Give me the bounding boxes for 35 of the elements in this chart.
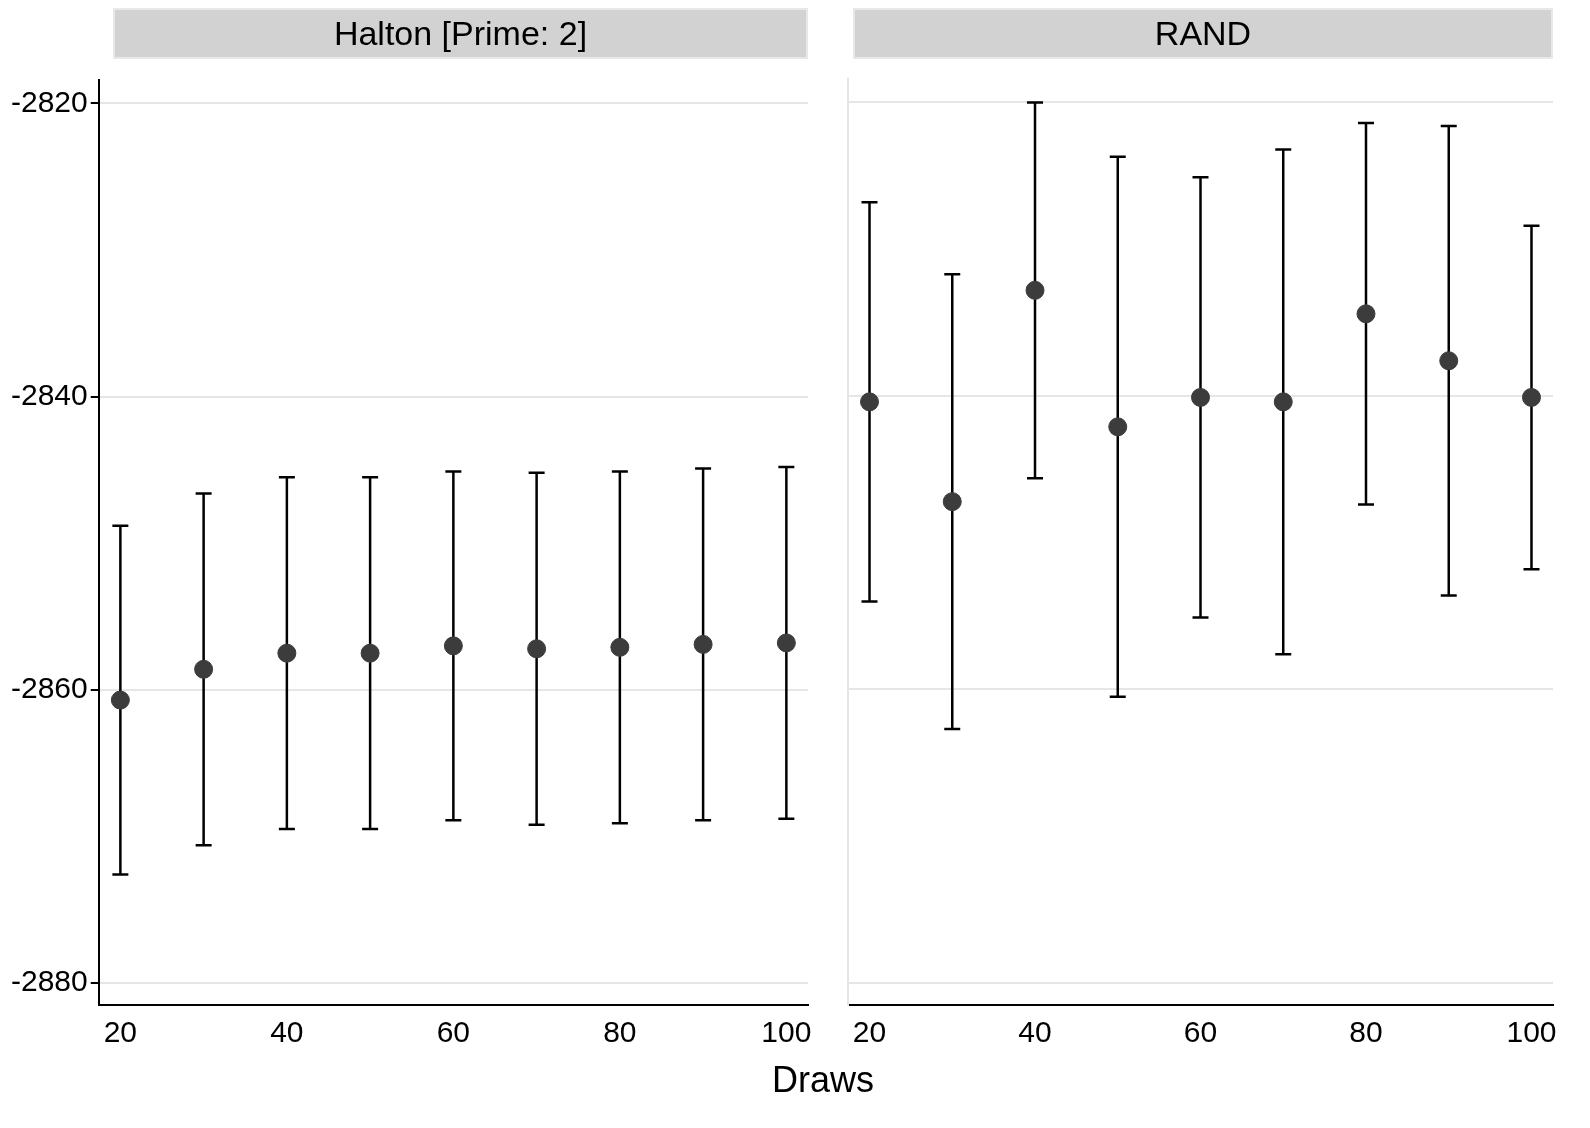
point: [1025, 280, 1045, 300]
chart-title: RAND: [853, 8, 1553, 59]
x-tick-label: 80: [1349, 1015, 1383, 1049]
point: [110, 690, 130, 710]
point: [443, 636, 463, 656]
chart-title: Halton [Prime: 2]: [113, 8, 808, 59]
y-tick-label: -2880: [10, 964, 88, 998]
x-tick-label: 60: [1183, 1015, 1218, 1049]
x-tick-label: 100: [761, 1015, 812, 1049]
point: [776, 633, 796, 653]
point: [1356, 304, 1376, 324]
point: [610, 637, 630, 657]
y-tick-label: -2860: [10, 671, 88, 705]
point: [1521, 387, 1541, 407]
x-tick-label: 60: [436, 1015, 471, 1049]
point: [1191, 387, 1210, 407]
point: [360, 643, 380, 663]
point: [1273, 392, 1293, 412]
point: [277, 643, 297, 663]
point: [1108, 417, 1128, 437]
point: [527, 639, 547, 659]
x-tick-label: 40: [270, 1015, 304, 1049]
y-tick-label: -2840: [10, 377, 88, 411]
x-tick-label: 100: [1506, 1015, 1557, 1049]
point: [693, 634, 713, 654]
point: [942, 492, 962, 512]
y-tick-label: -2820: [10, 84, 88, 118]
x-tick-label: 20: [852, 1015, 887, 1049]
x-tick-label: 20: [103, 1015, 138, 1049]
x-tick-label: 80: [603, 1015, 637, 1049]
x-tick-label: 40: [1018, 1015, 1052, 1049]
point: [1439, 351, 1459, 371]
x-axis-title: Draws: [771, 1059, 875, 1101]
point: [194, 659, 214, 679]
point: [860, 392, 880, 412]
